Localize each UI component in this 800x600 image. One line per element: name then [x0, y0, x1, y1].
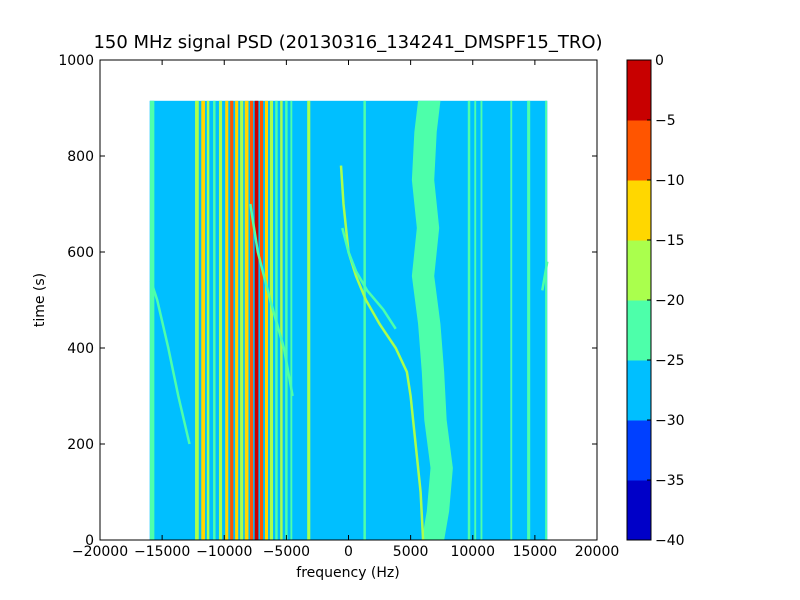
x-tick-label: −15000 — [134, 544, 190, 560]
y-tick-label: 600 — [67, 245, 94, 261]
psd-line-12 — [254, 100, 259, 540]
psd-line-19 — [290, 100, 293, 540]
psd-line-4 — [213, 100, 216, 540]
spectrogram-image — [149, 100, 549, 540]
psd-line-11 — [250, 100, 254, 540]
psd-line-0 — [150, 100, 155, 540]
colorbar-tick-label: −5 — [655, 113, 676, 129]
y-tick-label: 0 — [85, 533, 94, 549]
psd-line-23 — [474, 100, 477, 540]
psd-line-13 — [259, 100, 264, 540]
psd-line-25 — [510, 100, 513, 540]
psd-line-14 — [264, 100, 269, 540]
psd-line-5 — [218, 100, 223, 540]
doppler-track-1 — [341, 227, 397, 330]
colorbar-tick-label: −30 — [655, 413, 685, 429]
colorbar-tick-label: 0 — [655, 53, 664, 69]
psd-line-20 — [307, 100, 311, 540]
y-tick-label: 200 — [67, 437, 94, 453]
x-tick-label: 10000 — [450, 544, 495, 560]
psd-line-21 — [363, 100, 366, 540]
x-axis: −20000 −15000 −10000 −5000 0 5000 10000 15000 20… — [72, 60, 619, 560]
colorbar-tick-label: −20 — [655, 293, 685, 309]
colorbar-tick-label: −25 — [655, 353, 685, 369]
psd-line-22 — [467, 100, 471, 540]
psd-line-8 — [235, 100, 239, 540]
colorbar-segment — [627, 360, 651, 421]
colorbar-tick-label: −40 — [655, 533, 685, 549]
chart-title: 150 MHz signal PSD (20130316_134241_DMSP… — [93, 32, 602, 53]
colorbar-segment — [627, 240, 651, 301]
psd-line-17 — [280, 100, 283, 540]
psd-line-10 — [244, 100, 249, 540]
y-tick-label: 1000 — [58, 53, 94, 69]
doppler-track-3 — [249, 203, 294, 397]
psd-line-1 — [195, 100, 199, 540]
x-tick-label: −20000 — [72, 544, 128, 560]
psd-line-6 — [225, 100, 229, 540]
noise-band — [411, 100, 453, 540]
psd-line-7 — [230, 100, 234, 540]
y-axis-label: time (s) — [32, 273, 48, 327]
x-tick-label: 5000 — [393, 544, 429, 560]
x-tick-label: 15000 — [513, 544, 558, 560]
colorbar-segment — [627, 480, 651, 541]
psd-line-3 — [206, 100, 210, 540]
psd-line-9 — [240, 100, 244, 540]
colorbar-tick-label: −15 — [655, 233, 685, 249]
doppler-track-2 — [149, 280, 191, 445]
colorbar-tick-label: −10 — [655, 173, 685, 189]
y-axis: 0 200 400 600 800 1000 — [58, 53, 597, 549]
x-axis-label: frequency (Hz) — [296, 565, 399, 581]
colorbar-segment — [627, 420, 651, 481]
colorbar-segment — [627, 120, 651, 181]
x-tick-label: 20000 — [575, 544, 620, 560]
y-tick-label: 400 — [67, 341, 94, 357]
colorbar-segment — [627, 60, 651, 121]
psd-line-26 — [527, 100, 531, 540]
colorbar-tick-label: −35 — [655, 473, 685, 489]
psd-line-15 — [269, 100, 274, 540]
x-tick-label: −10000 — [196, 544, 252, 560]
colorbar-segment — [627, 300, 651, 361]
x-tick-label: 0 — [344, 544, 353, 560]
colorbar-segment — [627, 180, 651, 241]
psd-line-2 — [201, 100, 205, 540]
doppler-track-4 — [541, 261, 549, 291]
y-tick-label: 800 — [67, 149, 94, 165]
psd-line-27 — [545, 100, 547, 540]
colorbar: −40 −35 −30 −25 −20 −15 −10 −5 0 — [626, 53, 685, 549]
psd-line-18 — [285, 100, 288, 540]
psd-line-24 — [480, 100, 483, 540]
x-tick-label: −5000 — [263, 544, 310, 560]
